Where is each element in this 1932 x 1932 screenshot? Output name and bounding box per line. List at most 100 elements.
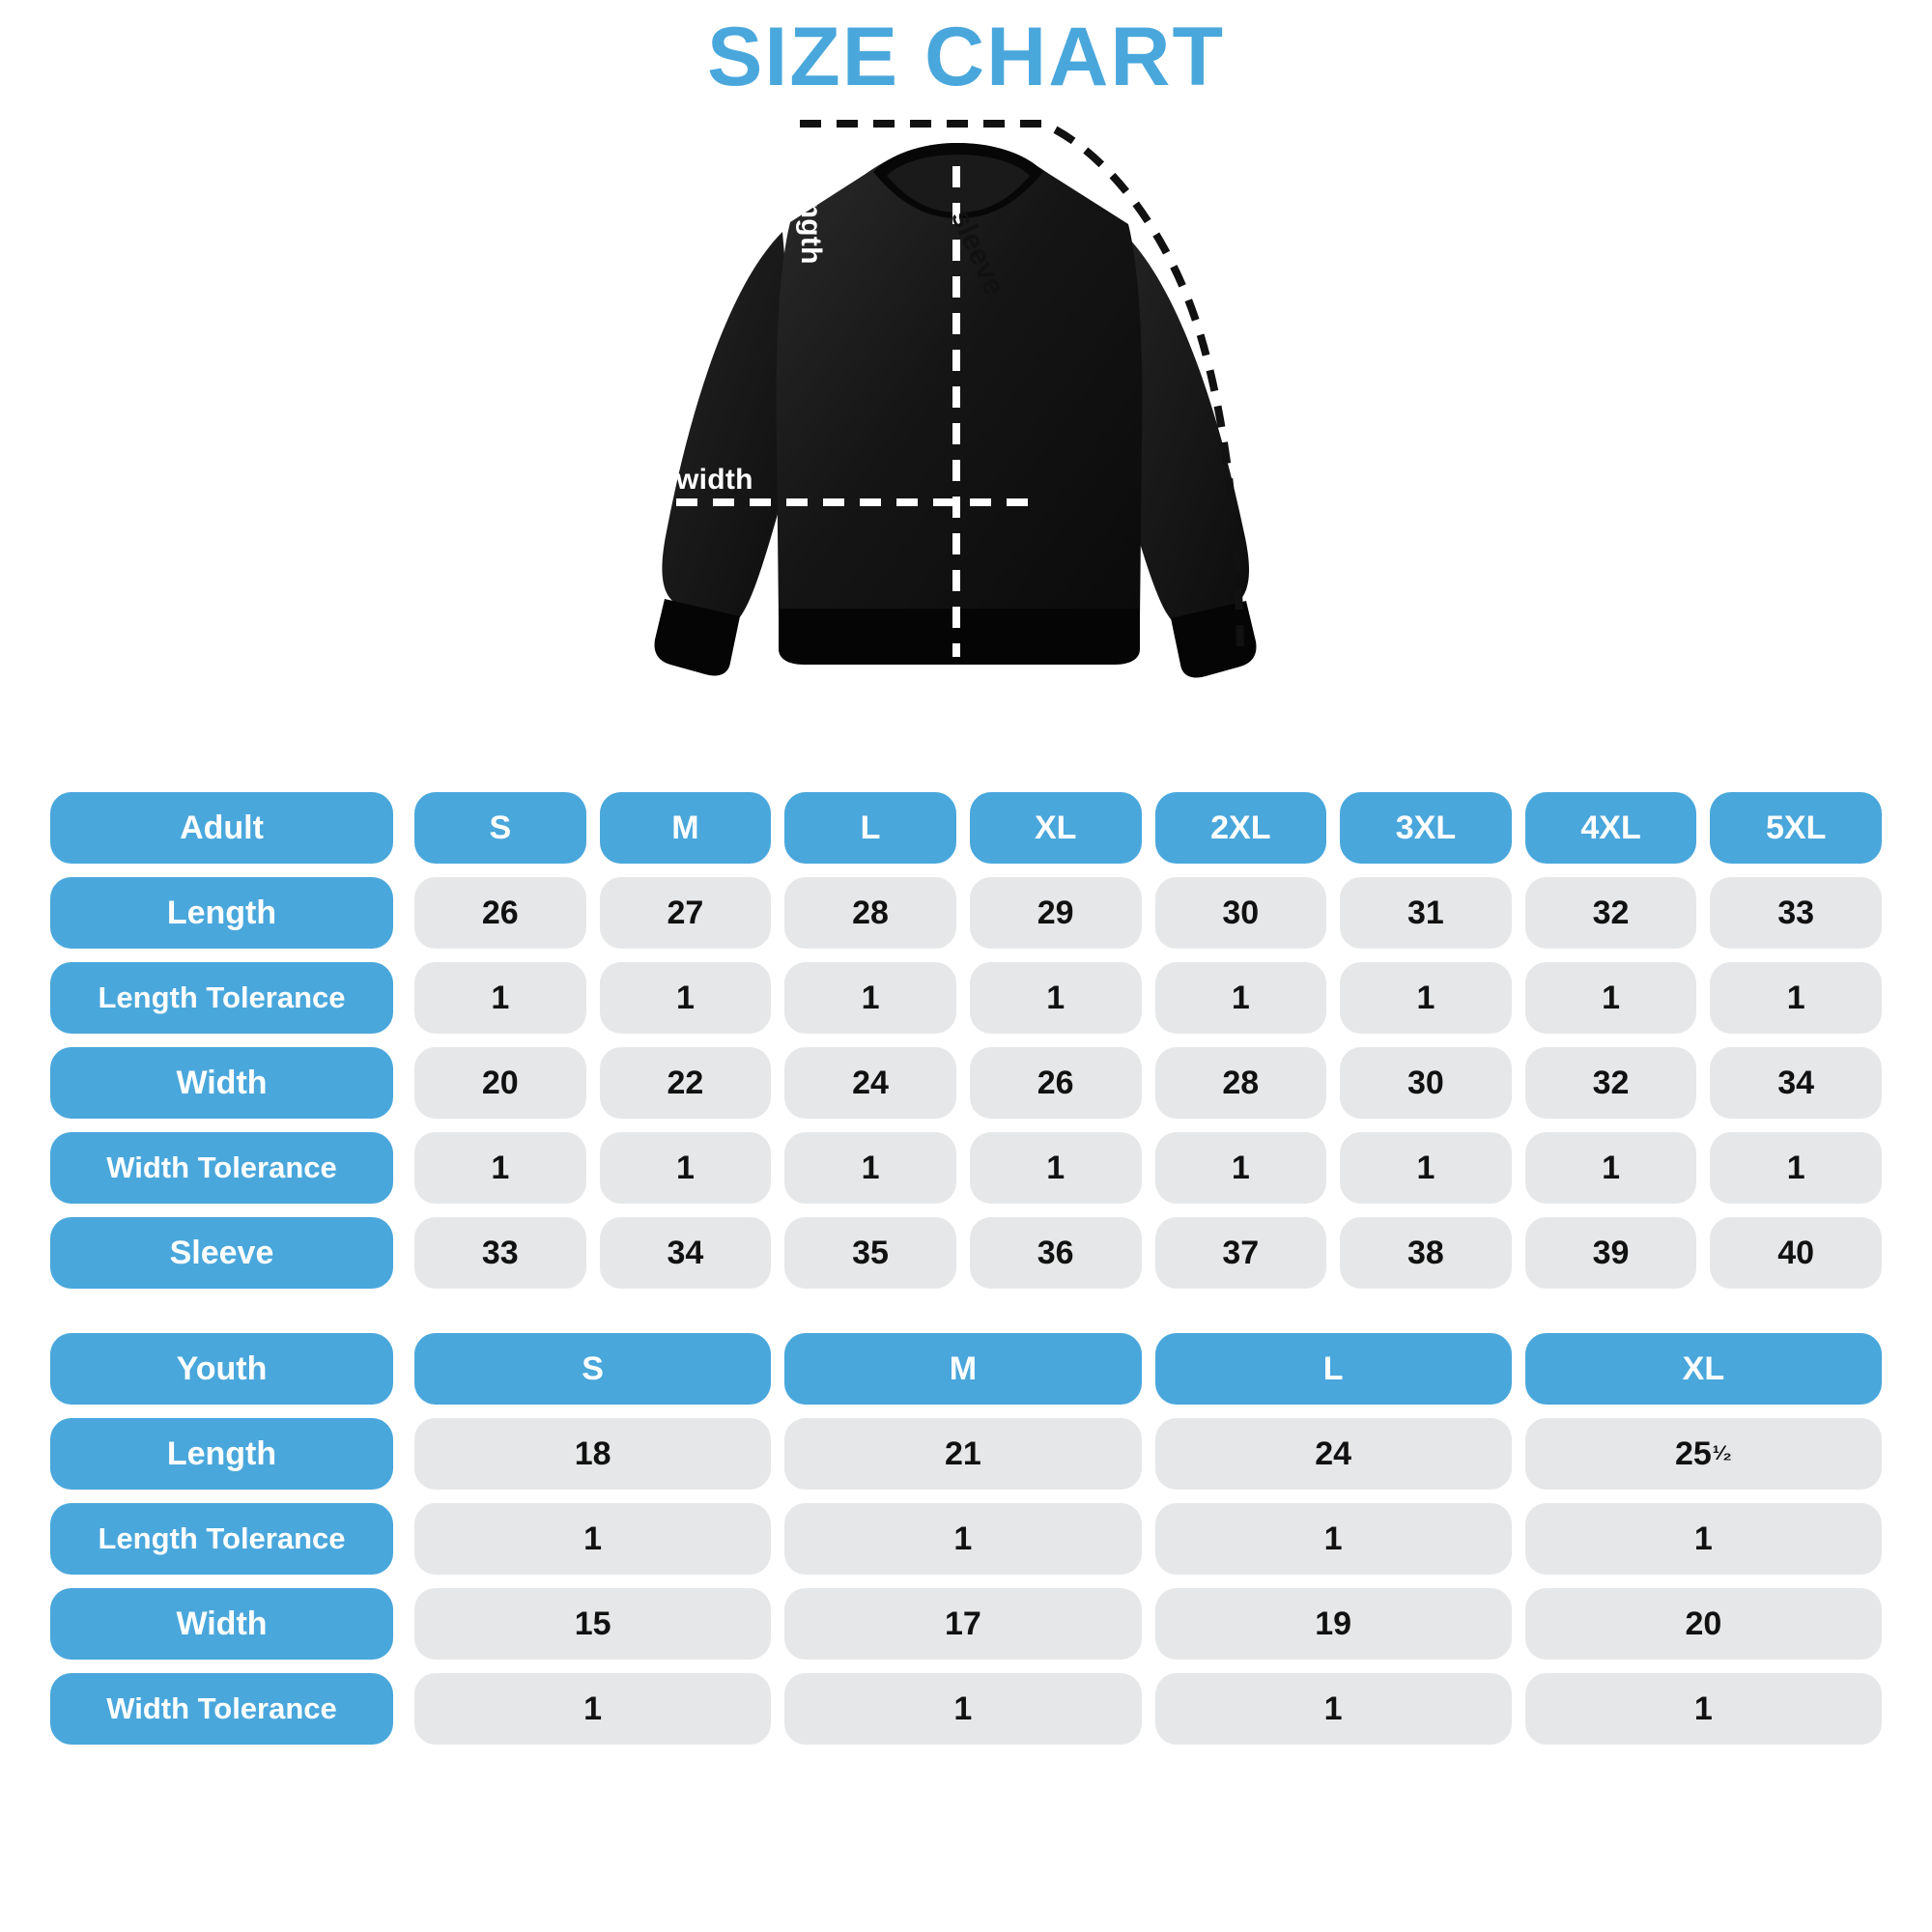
cell-value: 19 [1154, 1588, 1512, 1660]
cell-value: 1 [1154, 1132, 1327, 1204]
cell-value: 26 [414, 877, 586, 949]
adult-size-header-2xl: 2XL [1154, 792, 1327, 864]
adult-header-row: Adult S M L XL 2XL 3XL 4XL 5XL [50, 792, 1882, 864]
cell-value: 1 [1524, 962, 1697, 1034]
row-label-width: Width [50, 1588, 393, 1660]
sweatshirt-icon [654, 120, 1257, 678]
size-tables: Adult S M L XL 2XL 3XL 4XL 5XL Length 26… [0, 792, 1932, 1745]
row-label-length: Length [50, 1418, 393, 1490]
cell-value: 29 [969, 877, 1142, 949]
cell-value: 20 [1524, 1588, 1882, 1660]
row-label-width: Width [50, 1047, 393, 1119]
cell-value: 1 [784, 1673, 1142, 1745]
cell-value: 22 [599, 1047, 772, 1119]
adult-size-header-4xl: 4XL [1524, 792, 1697, 864]
adult-size-table: Adult S M L XL 2XL 3XL 4XL 5XL Length 26… [50, 792, 1882, 1289]
cell-value: 1 [969, 962, 1142, 1034]
table-row: Width Tolerance 1 1 1 1 [50, 1673, 1882, 1745]
table-row: Width 15 17 19 20 [50, 1588, 1882, 1660]
cell-value: 1 [414, 1132, 586, 1204]
cell-value: 1 [414, 962, 586, 1034]
table-row: Length Tolerance 1 1 1 1 1 1 1 1 [50, 962, 1882, 1034]
cell-value: 1 [784, 1503, 1142, 1575]
adult-size-header-xl: XL [969, 792, 1142, 864]
youth-size-table: Youth S M L XL Length 18 21 24 25 ¹⁄₂ Len… [50, 1333, 1882, 1745]
cell-value: 1 [1524, 1673, 1882, 1745]
youth-size-header-s: S [414, 1333, 772, 1405]
cell-value: 33 [414, 1217, 586, 1289]
row-label-width-tolerance: Width Tolerance [50, 1673, 393, 1745]
row-label-sleeve: Sleeve [50, 1217, 393, 1289]
cell-value: 30 [1154, 877, 1327, 949]
cell-value: 1 [1154, 1503, 1512, 1575]
measurement-label-length: length [795, 176, 827, 266]
cell-value: 27 [599, 877, 772, 949]
cell-value: 34 [599, 1217, 772, 1289]
cell-value: 1 [1340, 962, 1512, 1034]
cell-value: 28 [1154, 1047, 1327, 1119]
cell-value: 1 [599, 1132, 772, 1204]
cell-value: 1 [1710, 1132, 1882, 1204]
table-row: Length Tolerance 1 1 1 1 [50, 1503, 1882, 1575]
table-row: Sleeve 33 34 35 36 37 38 39 40 [50, 1217, 1882, 1289]
page-title: SIZE CHART [707, 11, 1225, 103]
cell-value: 1 [1340, 1132, 1512, 1204]
cell-value: 30 [1340, 1047, 1512, 1119]
cell-value: 20 [414, 1047, 586, 1119]
table-row: Length 18 21 24 25 ¹⁄₂ [50, 1418, 1882, 1490]
cell-value: 1 [784, 962, 956, 1034]
cell-value: 39 [1524, 1217, 1697, 1289]
cell-value: 1 [599, 962, 772, 1034]
garment-figure: width length sleeve [638, 116, 1314, 763]
row-label-length-tolerance: Length Tolerance [50, 962, 393, 1034]
cell-value: 37 [1154, 1217, 1327, 1289]
cell-value: 1 [1710, 962, 1882, 1034]
youth-size-header-xl: XL [1524, 1333, 1882, 1405]
cell-value: 1 [414, 1673, 772, 1745]
cell-value: 15 [414, 1588, 772, 1660]
youth-size-header-l: L [1154, 1333, 1512, 1405]
row-label-length: Length [50, 877, 393, 949]
cell-value-fraction: 25 ¹⁄₂ [1524, 1418, 1882, 1490]
cell-value: 1 [414, 1503, 772, 1575]
cell-value: 1 [1524, 1503, 1882, 1575]
cell-value: 24 [1154, 1418, 1512, 1490]
cell-value: 32 [1524, 877, 1697, 949]
row-label-length-tolerance: Length Tolerance [50, 1503, 393, 1575]
youth-size-header-m: M [784, 1333, 1142, 1405]
cell-value: 18 [414, 1418, 772, 1490]
cell-value: 26 [969, 1047, 1142, 1119]
youth-header-label: Youth [50, 1333, 393, 1405]
cell-value: 21 [784, 1418, 1142, 1490]
cell-value: 32 [1524, 1047, 1697, 1119]
cell-value: 1 [784, 1132, 956, 1204]
table-row: Width 20 22 24 26 28 30 32 34 [50, 1047, 1882, 1119]
cell-value: 24 [784, 1047, 956, 1119]
cell-value: 1 [969, 1132, 1142, 1204]
adult-size-header-m: M [599, 792, 772, 864]
adult-size-header-5xl: 5XL [1710, 792, 1882, 864]
table-row: Length 26 27 28 29 30 31 32 33 [50, 877, 1882, 949]
cell-value: 33 [1710, 877, 1882, 949]
cell-value: 35 [784, 1217, 956, 1289]
cell-value: 1 [1524, 1132, 1697, 1204]
adult-header-label: Adult [50, 792, 393, 864]
garment-illustration: width length sleeve [0, 97, 1932, 773]
measurement-label-width: width [676, 464, 753, 497]
cell-value: 17 [784, 1588, 1142, 1660]
row-label-width-tolerance: Width Tolerance [50, 1132, 393, 1204]
cell-value: 28 [784, 877, 956, 949]
cell-value: 1 [1154, 962, 1327, 1034]
youth-header-row: Youth S M L XL [50, 1333, 1882, 1405]
cell-value: 36 [969, 1217, 1142, 1289]
cell-value: 1 [1154, 1673, 1512, 1745]
cell-value: 31 [1340, 877, 1512, 949]
cell-value: 34 [1710, 1047, 1882, 1119]
adult-size-header-l: L [784, 792, 956, 864]
adult-size-header-3xl: 3XL [1340, 792, 1512, 864]
cell-value: 38 [1340, 1217, 1512, 1289]
cell-value: 40 [1710, 1217, 1882, 1289]
adult-size-header-s: S [414, 792, 586, 864]
table-row: Width Tolerance 1 1 1 1 1 1 1 1 [50, 1132, 1882, 1204]
